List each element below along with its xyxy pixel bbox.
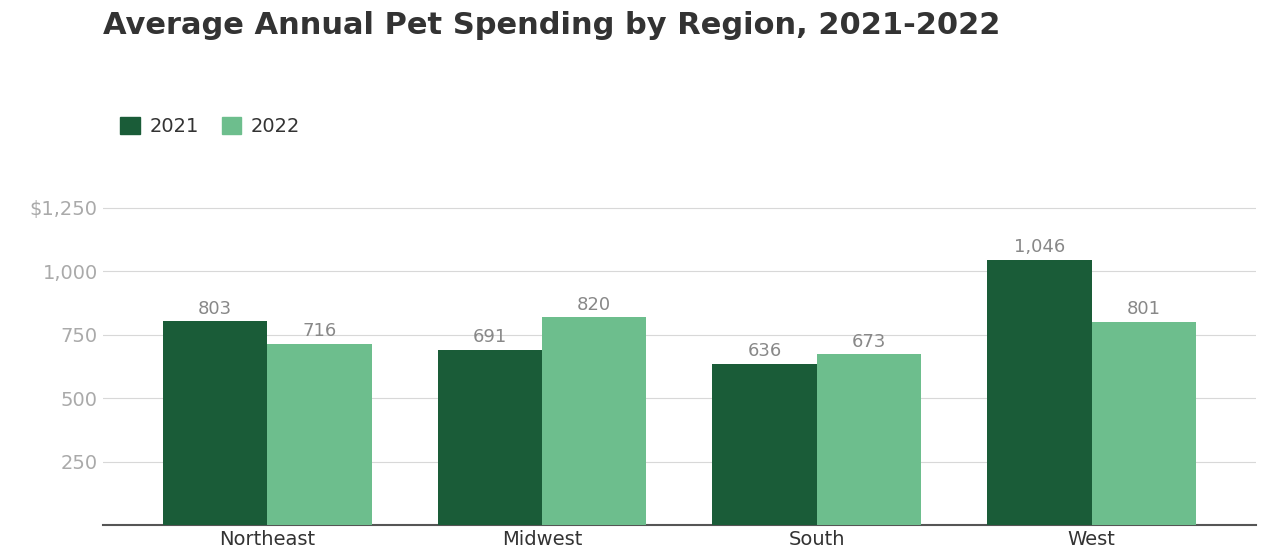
- Text: 691: 691: [473, 328, 508, 346]
- Text: 673: 673: [851, 333, 886, 351]
- Bar: [163, 321, 268, 525]
- Text: Average Annual Pet Spending by Region, 2021-2022: Average Annual Pet Spending by Region, 2…: [103, 11, 1000, 40]
- Bar: [542, 317, 646, 525]
- Text: 820: 820: [577, 295, 612, 314]
- Text: 636: 636: [747, 342, 782, 360]
- Bar: [713, 364, 817, 525]
- Bar: [437, 350, 542, 525]
- Text: 803: 803: [199, 300, 232, 318]
- Bar: [1091, 322, 1196, 525]
- Legend: 2021, 2022: 2021, 2022: [113, 109, 308, 144]
- Text: 801: 801: [1127, 300, 1160, 319]
- Bar: [817, 354, 922, 525]
- Text: 716: 716: [303, 322, 337, 340]
- Bar: [268, 343, 372, 525]
- Bar: [987, 260, 1091, 525]
- Text: 1,046: 1,046: [1014, 238, 1065, 256]
